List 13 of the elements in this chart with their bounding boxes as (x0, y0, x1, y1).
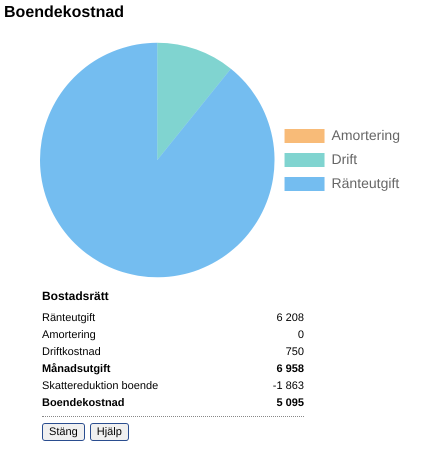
text: Bostadsrätt (42, 289, 110, 303)
text: Ränteutgift 6 208 (42, 312, 304, 324)
text: Amortering 0 (42, 329, 304, 341)
legend-label: Amortering (332, 126, 400, 143)
text: Boendekostnad 5 095 (42, 397, 304, 409)
text: Hjälp (90, 423, 129, 441)
text: Skattereduktion boende -1 863 (42, 380, 304, 392)
text: Driftkostnad 750 (42, 346, 304, 358)
legend-label: Drift (332, 150, 358, 167)
text: Månadsutgift 6 958 (42, 363, 304, 375)
text: Stäng (42, 423, 85, 441)
chart-title: Boendekostnad (4, 4, 124, 22)
legend-label: Ränteutgift (332, 174, 400, 191)
